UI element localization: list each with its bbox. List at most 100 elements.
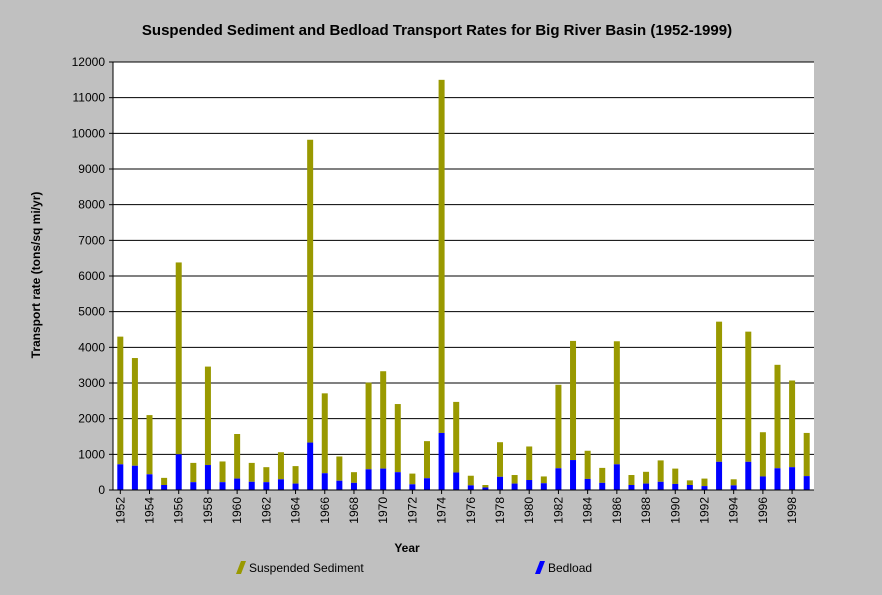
y-tick-label: 3000 — [78, 376, 105, 390]
bar-suspended-sediment — [599, 467, 606, 483]
x-tick-label: 1986 — [610, 497, 624, 524]
gridlines — [113, 61, 814, 455]
y-tick-label: 1000 — [78, 447, 105, 461]
x-tick-label: 1954 — [143, 497, 157, 524]
legend-label: Suspended Sediment — [249, 561, 364, 575]
bar-suspended-sediment — [380, 371, 387, 469]
bar-bedload — [394, 472, 401, 490]
x-tick-label: 1978 — [493, 497, 507, 524]
bar-bedload — [467, 485, 474, 490]
bar-suspended-sediment — [350, 472, 357, 483]
bar-bedload — [745, 461, 752, 490]
bar-suspended-sediment — [628, 475, 635, 486]
x-tick-label: 1952 — [113, 497, 127, 524]
bar-suspended-sediment — [584, 450, 591, 479]
y-tick-label: 11000 — [73, 91, 106, 105]
bar-bedload — [511, 483, 518, 490]
x-tick-label: 1998 — [785, 497, 799, 524]
bar-bedload — [423, 478, 430, 490]
bar-bedload — [716, 461, 723, 490]
bar-suspended-sediment — [730, 479, 737, 486]
bar-suspended-sediment — [686, 480, 693, 486]
x-tick-label: 1958 — [201, 497, 215, 524]
x-tick-label: 1974 — [435, 497, 449, 524]
bar-suspended-sediment — [570, 340, 577, 461]
x-tick-label: 1962 — [259, 497, 273, 524]
x-tick-label: 1988 — [639, 497, 653, 524]
bar-suspended-sediment — [292, 466, 299, 484]
bar-bedload — [321, 473, 328, 490]
bar-bedload — [526, 480, 533, 490]
bar-suspended-sediment — [789, 380, 796, 468]
x-tick-label: 1976 — [464, 497, 478, 524]
y-tick-label: 10000 — [72, 126, 106, 140]
bar-bedload — [803, 476, 810, 490]
bar-suspended-sediment — [365, 382, 372, 470]
bar-bedload — [438, 432, 445, 490]
bar-suspended-sediment — [716, 321, 723, 462]
bar-suspended-sediment — [277, 452, 284, 480]
bar-bedload — [584, 478, 591, 490]
legend-item: Bedload — [535, 561, 592, 575]
bar-bedload — [365, 469, 372, 490]
bar-suspended-sediment — [540, 476, 547, 484]
bar-suspended-sediment — [321, 393, 328, 474]
x-tick-label: 1982 — [551, 497, 565, 524]
x-axis-ticks: 1952 1954 1956 1958 1960 1962 1964 1966 1968 1970… — [113, 490, 799, 524]
y-axis-title: Transport rate (tons/sq mi/yr) — [29, 192, 43, 359]
bar-suspended-sediment — [453, 401, 460, 473]
bar-bedload — [263, 482, 270, 490]
bar-suspended-sediment — [409, 473, 416, 485]
bar-bedload — [628, 485, 635, 490]
bar-bedload — [789, 467, 796, 490]
bar-suspended-sediment — [248, 462, 255, 482]
y-tick-label: 4000 — [78, 340, 105, 354]
legend-swatch — [236, 561, 246, 574]
bar-suspended-sediment — [234, 434, 241, 479]
bar-suspended-sediment — [482, 485, 489, 488]
x-tick-label: 1966 — [318, 497, 332, 524]
bar-suspended-sediment — [555, 384, 562, 469]
bar-bedload — [453, 472, 460, 490]
bar-bedload — [219, 482, 226, 490]
bar-bedload — [774, 468, 781, 490]
bar-bedload — [759, 476, 766, 490]
bar-bedload — [599, 482, 606, 490]
x-tick-label: 1990 — [668, 497, 682, 524]
y-tick-label: 9000 — [78, 162, 105, 176]
bar-bedload — [175, 454, 182, 490]
y-tick-label: 8000 — [78, 198, 105, 212]
bar-suspended-sediment — [161, 477, 168, 486]
bar-suspended-sediment — [307, 139, 314, 443]
bar-bedload — [613, 464, 620, 490]
bar-suspended-sediment — [759, 432, 766, 477]
bar-bedload — [657, 481, 664, 490]
bar-suspended-sediment — [701, 478, 708, 487]
y-tick-label: 12000 — [72, 55, 106, 69]
bar-suspended-sediment — [657, 460, 664, 482]
y-tick-label: 6000 — [78, 269, 105, 283]
bar-bedload — [277, 479, 284, 490]
bar-suspended-sediment — [745, 331, 752, 462]
y-tick-label: 0 — [98, 483, 105, 497]
bar-suspended-sediment — [438, 79, 445, 433]
bar-bedload — [131, 465, 138, 490]
bar-suspended-sediment — [526, 446, 533, 481]
bar-bedload — [380, 468, 387, 490]
bar-suspended-sediment — [394, 404, 401, 473]
x-axis-title: Year — [394, 541, 420, 555]
x-tick-label: 1994 — [727, 497, 741, 524]
x-tick-label: 1970 — [376, 497, 390, 524]
bar-bedload — [555, 468, 562, 490]
bar-bedload — [701, 486, 708, 490]
bar-suspended-sediment — [497, 442, 504, 477]
bar-bedload — [643, 483, 650, 490]
bar-suspended-sediment — [613, 341, 620, 465]
bar-bedload — [307, 442, 314, 490]
x-tick-label: 1964 — [289, 497, 303, 524]
bar-bedload — [350, 482, 357, 490]
bar-bedload — [146, 474, 153, 490]
bar-suspended-sediment — [467, 475, 474, 486]
bar-bedload — [730, 485, 737, 490]
bar-suspended-sediment — [131, 358, 138, 466]
